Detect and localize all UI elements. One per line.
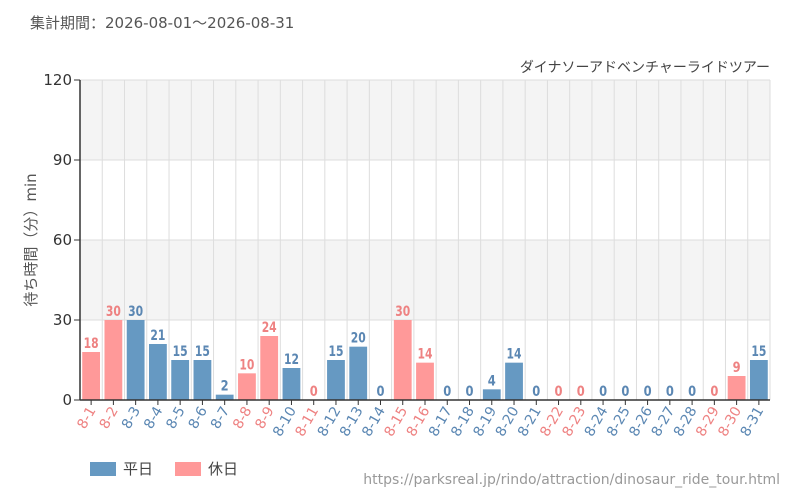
x-tick-label: 8-7: [208, 404, 233, 432]
bar-value-label: 0: [577, 384, 585, 400]
bar-value-label: 9: [733, 360, 741, 376]
legend-label-weekday: 平日: [123, 460, 154, 478]
bar: [482, 389, 501, 400]
y-tick-label: 90: [53, 151, 72, 169]
bar-value-label: 0: [644, 384, 652, 400]
bar: [171, 360, 190, 400]
legend-label-holiday: 休日: [208, 460, 239, 478]
bar-value-label: 0: [666, 384, 674, 400]
bar: [749, 360, 768, 400]
x-tick-label: 8-4: [141, 404, 166, 432]
y-tick-label: 120: [43, 71, 72, 89]
grid-band: [80, 240, 770, 320]
bar: [126, 320, 145, 400]
chart-title: ダイナソーアドベンチャーライドツアー: [520, 60, 770, 76]
grid-band: [80, 80, 770, 160]
bar: [82, 352, 101, 400]
y-tick-label: 60: [53, 231, 72, 249]
bar: [282, 368, 301, 400]
bar: [260, 336, 279, 400]
bar-value-label: 20: [351, 331, 366, 347]
bar-value-label: 0: [443, 384, 451, 400]
aggregation-period: 集計期間：2026-08-01～2026-08-31: [30, 14, 295, 32]
legend-swatch-weekday: [90, 461, 116, 476]
bar-value-label: 15: [328, 344, 343, 360]
x-tick-label: 8-8: [230, 404, 255, 432]
x-tick-label: 8-1: [74, 404, 99, 432]
bar: [416, 362, 434, 400]
bar: [727, 376, 746, 400]
legend-item-holiday: 休日: [175, 458, 238, 479]
bar-value-label: 21: [150, 328, 165, 344]
source-url: https://parksreal.jp/rindo/attraction/di…: [363, 472, 780, 488]
bar-value-label: 10: [239, 357, 254, 373]
bar: [505, 362, 523, 400]
bar-value-label: 12: [284, 352, 299, 368]
legend-swatch-holiday: [175, 461, 201, 476]
bar-value-label: 30: [395, 304, 410, 320]
bar-value-label: 0: [599, 384, 607, 400]
bar-value-label: 15: [173, 344, 188, 360]
bar: [104, 320, 123, 400]
x-tick-label: 8-5: [163, 404, 188, 432]
bar-value-label: 14: [418, 347, 433, 363]
bar-value-label: 0: [466, 384, 474, 400]
bar: [149, 344, 167, 400]
bar-value-label: 0: [376, 384, 384, 400]
bar: [215, 394, 234, 400]
legend-item-weekday: 平日: [90, 458, 153, 479]
y-axis-label: 待ち時間（分）min: [22, 173, 40, 306]
bar-value-label: 0: [555, 384, 563, 400]
bar-value-label: 30: [128, 304, 143, 320]
bar-value-label: 2: [221, 379, 229, 395]
bar: [238, 373, 256, 400]
bar-value-label: 14: [507, 347, 522, 363]
x-tick-label: 8-6: [186, 404, 211, 432]
bar: [327, 360, 345, 400]
y-tick-label: 0: [62, 391, 72, 409]
bar-value-label: 0: [532, 384, 540, 400]
bar-value-label: 0: [621, 384, 629, 400]
bar-value-label: 18: [84, 336, 99, 352]
bar: [193, 360, 212, 400]
x-tick-label: 8-31: [738, 404, 768, 440]
bar-value-label: 30: [106, 304, 121, 320]
bar-value-label: 0: [710, 384, 718, 400]
x-tick-label: 8-3: [119, 404, 144, 432]
bar-value-label: 15: [195, 344, 210, 360]
bar: [393, 320, 412, 400]
bar-value-label: 0: [688, 384, 696, 400]
bar-value-label: 24: [262, 320, 277, 336]
y-tick-label: 30: [53, 311, 72, 329]
bar-value-label: 0: [310, 384, 318, 400]
bar: [349, 346, 368, 400]
bar-value-label: 15: [751, 344, 766, 360]
x-tick-label: 8-2: [97, 404, 122, 432]
bar-value-label: 4: [488, 373, 496, 389]
